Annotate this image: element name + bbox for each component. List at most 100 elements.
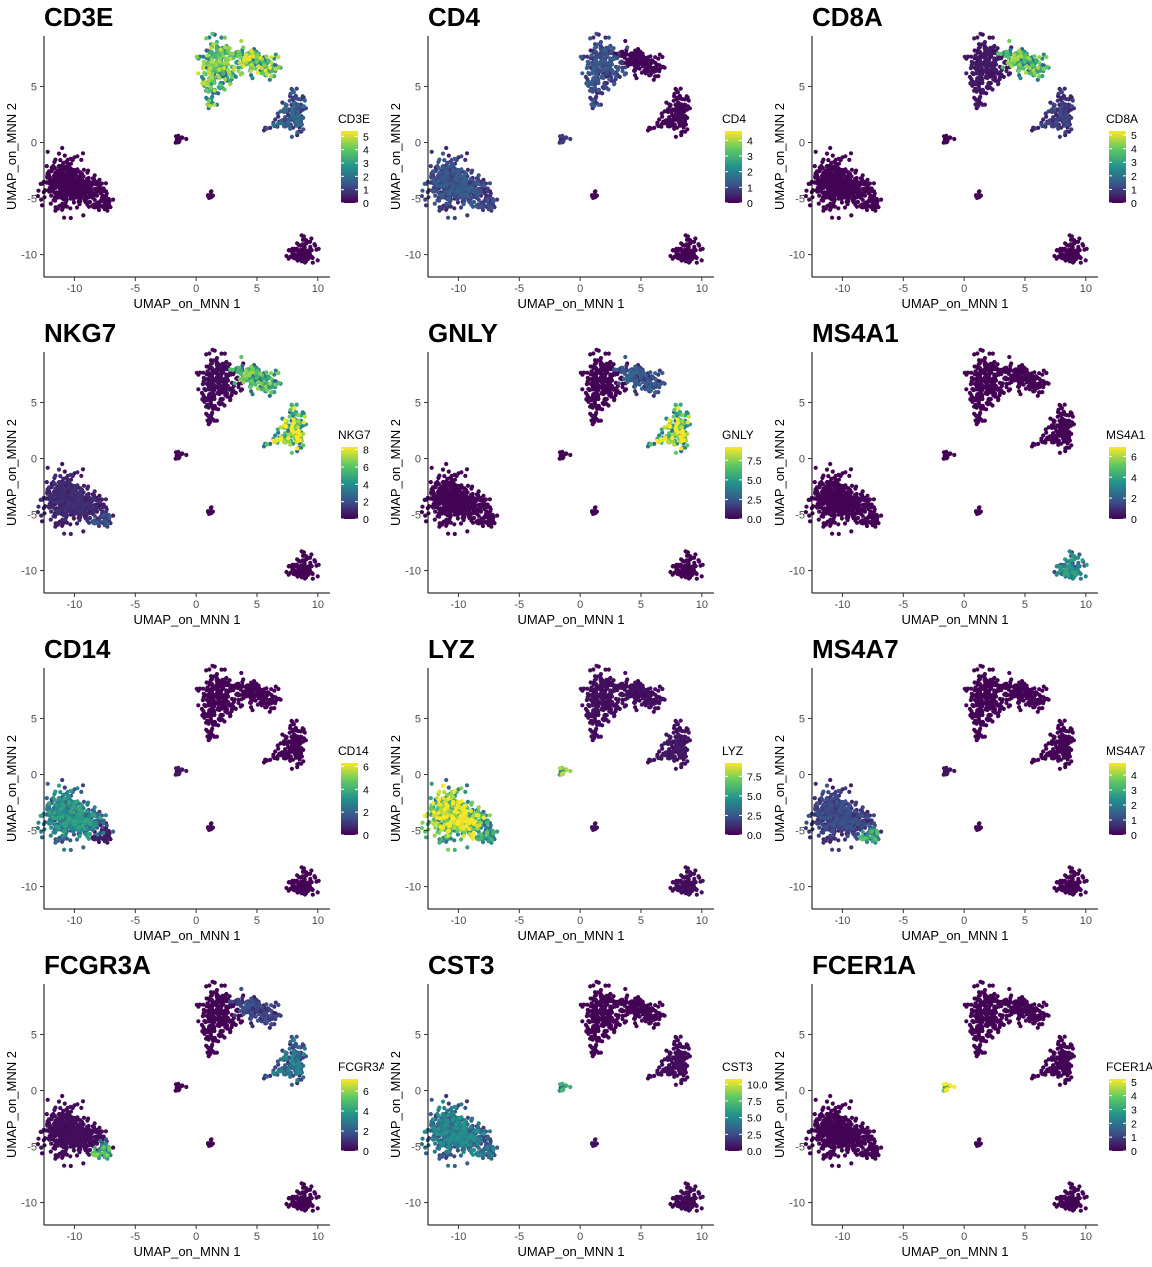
- cell-point: [241, 64, 246, 69]
- cell-point: [273, 117, 278, 122]
- cell-point: [52, 494, 57, 499]
- cell-point: [854, 168, 859, 173]
- cell-point: [92, 173, 97, 178]
- cell-point: [1007, 38, 1012, 44]
- cell-point: [461, 175, 466, 180]
- cell-point: [444, 145, 449, 151]
- cell-point: [219, 35, 224, 40]
- cell-point: [584, 81, 589, 86]
- legend-tick-label: 2: [1131, 171, 1137, 183]
- cell-point: [972, 88, 977, 93]
- cell-point: [592, 46, 597, 51]
- cell-point: [991, 45, 996, 50]
- cell-point: [682, 247, 688, 252]
- cell-point: [992, 56, 997, 61]
- cell-point: [973, 193, 979, 198]
- cell-point: [628, 56, 633, 61]
- cell-point: [212, 88, 217, 93]
- y-axis-label: UMAP_on_MNN 2: [772, 103, 787, 210]
- plot-title: CD4: [428, 2, 481, 32]
- cell-point: [987, 35, 992, 40]
- cell-point: [822, 184, 827, 189]
- cell-point: [606, 35, 611, 40]
- cell-point: [653, 74, 658, 79]
- cell-point: [55, 521, 60, 526]
- cell-point: [200, 397, 205, 402]
- cell-point: [471, 199, 477, 205]
- cell-point: [648, 126, 653, 131]
- cell-point: [221, 381, 227, 386]
- cell-point: [71, 200, 76, 205]
- cell-point: [316, 246, 321, 251]
- x-tick-label: -10: [834, 283, 850, 295]
- cell-point: [830, 164, 835, 169]
- y-tick-label: -5: [411, 194, 421, 206]
- cell-point: [244, 56, 249, 61]
- cell-point: [272, 74, 277, 79]
- cell-point: [583, 74, 588, 79]
- cell-point: [995, 46, 1000, 51]
- cell-point: [35, 510, 41, 515]
- cell-point: [81, 167, 86, 172]
- cell-point: [836, 189, 841, 194]
- cell-point: [310, 576, 315, 581]
- cell-point: [817, 193, 822, 198]
- cell-point: [807, 203, 813, 208]
- cell-point: [296, 102, 301, 107]
- cell-point: [592, 189, 597, 194]
- cell-point: [71, 494, 76, 499]
- cell-point: [1001, 74, 1006, 79]
- cell-point: [222, 35, 227, 40]
- cell-point: [446, 164, 451, 169]
- cell-point: [1039, 122, 1044, 127]
- cell-point: [91, 192, 96, 197]
- cell-point: [180, 451, 185, 456]
- cell-point: [300, 558, 305, 563]
- cell-point: [212, 53, 217, 58]
- cell-point: [434, 183, 440, 188]
- cell-point: [207, 98, 212, 103]
- cell-point: [674, 95, 679, 100]
- cell-point: [205, 369, 210, 374]
- cell-point: [87, 199, 93, 205]
- cell-point: [845, 175, 850, 180]
- cell-point: [45, 149, 50, 154]
- cell-point: [208, 85, 213, 90]
- cell-point: [227, 362, 232, 367]
- cell-point: [866, 190, 871, 196]
- legend-tick-label: 4: [747, 135, 753, 147]
- legend-tick-label: 5: [363, 131, 369, 143]
- cell-point: [820, 178, 825, 183]
- cell-point: [1024, 64, 1029, 69]
- cell-point: [441, 163, 446, 169]
- cell-point: [218, 399, 223, 404]
- cell-point: [46, 169, 52, 174]
- cell-point: [656, 74, 661, 79]
- cell-point: [595, 42, 600, 47]
- cell-point: [1066, 247, 1072, 252]
- cell-point: [454, 174, 459, 179]
- cell-point: [287, 116, 292, 121]
- cell-point: [613, 75, 619, 80]
- cell-point: [1037, 74, 1042, 79]
- cell-point: [989, 65, 995, 70]
- legend-tick-label: 1: [1131, 184, 1137, 196]
- cell-point: [964, 71, 969, 76]
- cell-point: [619, 59, 624, 64]
- cell-point: [210, 59, 215, 64]
- cell-point: [450, 162, 455, 167]
- cell-point: [617, 74, 622, 79]
- cell-point: [55, 175, 60, 180]
- cell-point: [312, 558, 317, 563]
- cell-point: [996, 82, 1001, 87]
- cell-point: [980, 80, 985, 86]
- cell-point: [872, 193, 877, 198]
- cell-point: [60, 486, 65, 491]
- cell-point: [470, 182, 475, 187]
- cell-point: [832, 204, 837, 209]
- cell-point: [1056, 91, 1061, 96]
- cell-point: [233, 74, 238, 79]
- cell-point: [485, 188, 490, 194]
- cell-point: [77, 187, 82, 192]
